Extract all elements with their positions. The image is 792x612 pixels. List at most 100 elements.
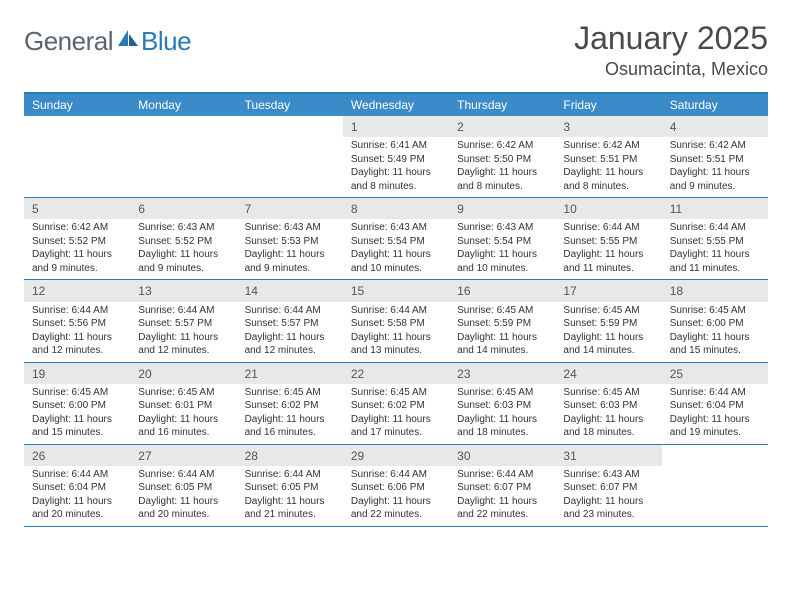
day-info: Sunrise: 6:44 AMSunset: 5:55 PMDaylight:… <box>662 219 768 279</box>
day-cell: 25Sunrise: 6:44 AMSunset: 6:04 PMDayligh… <box>662 363 768 444</box>
daylight-text: Daylight: 11 hours and 17 minutes. <box>351 413 441 440</box>
sunset-text: Sunset: 5:59 PM <box>457 317 547 331</box>
day-info: Sunrise: 6:44 AMSunset: 5:58 PMDaylight:… <box>343 302 449 362</box>
sunrise-text: Sunrise: 6:44 AM <box>32 304 122 318</box>
empty-cell <box>130 116 236 197</box>
daylight-text: Daylight: 11 hours and 13 minutes. <box>351 331 441 358</box>
sunrise-text: Sunrise: 6:44 AM <box>670 221 760 235</box>
daylight-text: Daylight: 11 hours and 22 minutes. <box>457 495 547 522</box>
sunset-text: Sunset: 6:00 PM <box>670 317 760 331</box>
day-number: 10 <box>555 198 661 219</box>
sunset-text: Sunset: 5:56 PM <box>32 317 122 331</box>
day-cell: 20Sunrise: 6:45 AMSunset: 6:01 PMDayligh… <box>130 363 236 444</box>
header: General Blue January 2025 Osumacinta, Me… <box>24 20 768 80</box>
week-row: 12Sunrise: 6:44 AMSunset: 5:56 PMDayligh… <box>24 280 768 362</box>
daylight-text: Daylight: 11 hours and 14 minutes. <box>457 331 547 358</box>
day-info: Sunrise: 6:45 AMSunset: 5:59 PMDaylight:… <box>449 302 555 362</box>
day-number: 26 <box>24 445 130 466</box>
day-number: 24 <box>555 363 661 384</box>
sail-icon <box>117 29 139 47</box>
day-info: Sunrise: 6:44 AMSunset: 6:06 PMDaylight:… <box>343 466 449 526</box>
day-number: 16 <box>449 280 555 301</box>
sunrise-text: Sunrise: 6:45 AM <box>457 304 547 318</box>
day-header-friday: Friday <box>555 94 661 116</box>
day-cell: 23Sunrise: 6:45 AMSunset: 6:03 PMDayligh… <box>449 363 555 444</box>
daylight-text: Daylight: 11 hours and 16 minutes. <box>138 413 228 440</box>
sunset-text: Sunset: 6:00 PM <box>32 399 122 413</box>
sunset-text: Sunset: 6:02 PM <box>245 399 335 413</box>
day-cell: 5Sunrise: 6:42 AMSunset: 5:52 PMDaylight… <box>24 198 130 279</box>
day-info: Sunrise: 6:42 AMSunset: 5:51 PMDaylight:… <box>662 137 768 197</box>
day-cell: 30Sunrise: 6:44 AMSunset: 6:07 PMDayligh… <box>449 445 555 526</box>
day-header-saturday: Saturday <box>662 94 768 116</box>
sunset-text: Sunset: 6:03 PM <box>563 399 653 413</box>
daylight-text: Daylight: 11 hours and 12 minutes. <box>32 331 122 358</box>
day-header-monday: Monday <box>130 94 236 116</box>
sunrise-text: Sunrise: 6:43 AM <box>563 468 653 482</box>
day-cell: 16Sunrise: 6:45 AMSunset: 5:59 PMDayligh… <box>449 280 555 361</box>
day-cell: 19Sunrise: 6:45 AMSunset: 6:00 PMDayligh… <box>24 363 130 444</box>
day-info: Sunrise: 6:43 AMSunset: 5:53 PMDaylight:… <box>237 219 343 279</box>
day-cell: 2Sunrise: 6:42 AMSunset: 5:50 PMDaylight… <box>449 116 555 197</box>
daylight-text: Daylight: 11 hours and 9 minutes. <box>138 248 228 275</box>
page-title: January 2025 <box>574 20 768 57</box>
daylight-text: Daylight: 11 hours and 9 minutes. <box>245 248 335 275</box>
day-number: 5 <box>24 198 130 219</box>
sunrise-text: Sunrise: 6:44 AM <box>245 468 335 482</box>
day-number: 2 <box>449 116 555 137</box>
week-row: 26Sunrise: 6:44 AMSunset: 6:04 PMDayligh… <box>24 445 768 527</box>
daylight-text: Daylight: 11 hours and 12 minutes. <box>245 331 335 358</box>
sunrise-text: Sunrise: 6:45 AM <box>563 386 653 400</box>
day-number: 23 <box>449 363 555 384</box>
day-number: 22 <box>343 363 449 384</box>
sunrise-text: Sunrise: 6:45 AM <box>245 386 335 400</box>
calendar: SundayMondayTuesdayWednesdayThursdayFrid… <box>24 92 768 527</box>
daylight-text: Daylight: 11 hours and 21 minutes. <box>245 495 335 522</box>
daylight-text: Daylight: 11 hours and 8 minutes. <box>351 166 441 193</box>
sunset-text: Sunset: 6:07 PM <box>563 481 653 495</box>
day-number: 9 <box>449 198 555 219</box>
daylight-text: Daylight: 11 hours and 12 minutes. <box>138 331 228 358</box>
day-number: 28 <box>237 445 343 466</box>
day-cell: 3Sunrise: 6:42 AMSunset: 5:51 PMDaylight… <box>555 116 661 197</box>
daylight-text: Daylight: 11 hours and 11 minutes. <box>670 248 760 275</box>
daylight-text: Daylight: 11 hours and 20 minutes. <box>138 495 228 522</box>
day-cell: 4Sunrise: 6:42 AMSunset: 5:51 PMDaylight… <box>662 116 768 197</box>
sunrise-text: Sunrise: 6:44 AM <box>138 468 228 482</box>
page-subtitle: Osumacinta, Mexico <box>574 59 768 80</box>
day-cell: 24Sunrise: 6:45 AMSunset: 6:03 PMDayligh… <box>555 363 661 444</box>
day-number: 29 <box>343 445 449 466</box>
empty-cell <box>237 116 343 197</box>
daylight-text: Daylight: 11 hours and 15 minutes. <box>670 331 760 358</box>
daylight-text: Daylight: 11 hours and 8 minutes. <box>457 166 547 193</box>
sunrise-text: Sunrise: 6:43 AM <box>245 221 335 235</box>
week-row: 1Sunrise: 6:41 AMSunset: 5:49 PMDaylight… <box>24 116 768 198</box>
day-number: 14 <box>237 280 343 301</box>
day-cell: 31Sunrise: 6:43 AMSunset: 6:07 PMDayligh… <box>555 445 661 526</box>
day-info: Sunrise: 6:45 AMSunset: 6:01 PMDaylight:… <box>130 384 236 444</box>
empty-cell <box>662 445 768 526</box>
sunrise-text: Sunrise: 6:44 AM <box>670 386 760 400</box>
title-block: January 2025 Osumacinta, Mexico <box>574 20 768 80</box>
sunrise-text: Sunrise: 6:42 AM <box>32 221 122 235</box>
daylight-text: Daylight: 11 hours and 10 minutes. <box>351 248 441 275</box>
day-info: Sunrise: 6:43 AMSunset: 5:52 PMDaylight:… <box>130 219 236 279</box>
sunset-text: Sunset: 6:02 PM <box>351 399 441 413</box>
day-cell: 9Sunrise: 6:43 AMSunset: 5:54 PMDaylight… <box>449 198 555 279</box>
sunrise-text: Sunrise: 6:44 AM <box>457 468 547 482</box>
day-cell: 29Sunrise: 6:44 AMSunset: 6:06 PMDayligh… <box>343 445 449 526</box>
day-cell: 11Sunrise: 6:44 AMSunset: 5:55 PMDayligh… <box>662 198 768 279</box>
day-number: 27 <box>130 445 236 466</box>
day-number: 12 <box>24 280 130 301</box>
logo-text-blue: Blue <box>141 26 191 57</box>
sunrise-text: Sunrise: 6:42 AM <box>457 139 547 153</box>
sunset-text: Sunset: 5:57 PM <box>138 317 228 331</box>
day-cell: 21Sunrise: 6:45 AMSunset: 6:02 PMDayligh… <box>237 363 343 444</box>
day-info: Sunrise: 6:45 AMSunset: 6:03 PMDaylight:… <box>555 384 661 444</box>
sunrise-text: Sunrise: 6:42 AM <box>563 139 653 153</box>
sunset-text: Sunset: 5:55 PM <box>563 235 653 249</box>
day-info: Sunrise: 6:45 AMSunset: 6:03 PMDaylight:… <box>449 384 555 444</box>
day-number: 17 <box>555 280 661 301</box>
sunrise-text: Sunrise: 6:44 AM <box>563 221 653 235</box>
day-info: Sunrise: 6:45 AMSunset: 6:00 PMDaylight:… <box>24 384 130 444</box>
